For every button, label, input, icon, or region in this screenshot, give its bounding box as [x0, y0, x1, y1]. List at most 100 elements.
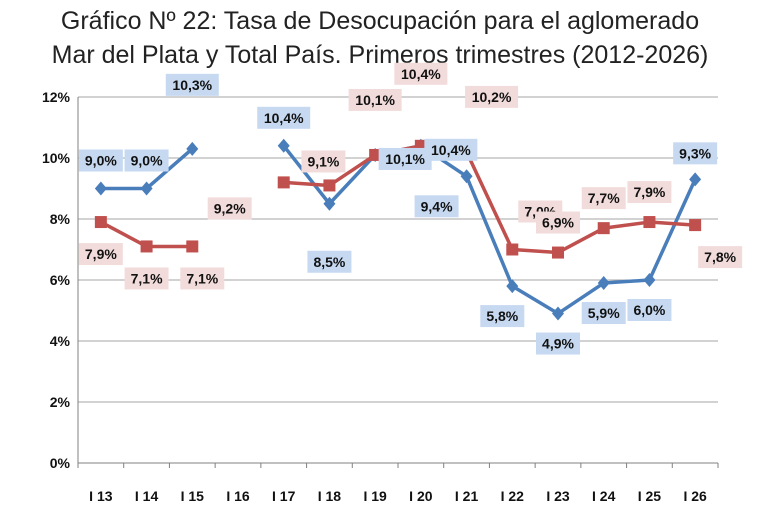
data-label: 10,4%: [264, 110, 304, 126]
data-label-bg: [78, 243, 123, 266]
data-label: 9,2%: [214, 200, 246, 216]
series-1-point: [689, 172, 702, 187]
series-2-point: [597, 222, 610, 235]
data-label-bg: [581, 187, 626, 210]
axes: 0% 2% 4% 6% 8% 10% 12% I 13 I 14 I 15 I 16 I 17 I 18…: [42, 89, 719, 504]
x-tick-label: I 18: [318, 488, 342, 504]
series-2-point: [552, 246, 564, 259]
data-label: 10,3%: [172, 77, 212, 93]
data-label: 10,2%: [472, 89, 512, 105]
series-1-point: [94, 181, 107, 196]
series-1-point: [460, 169, 473, 184]
data-label-bg: [536, 211, 580, 234]
x-tick-label: I 19: [363, 488, 387, 504]
data-label: 9,0%: [131, 153, 163, 169]
data-label: 6,9%: [542, 215, 574, 231]
data-label: 10,1%: [355, 92, 395, 108]
series-1-point: [643, 273, 656, 287]
series-1-point: [506, 279, 519, 294]
series-1-line: [282, 144, 697, 316]
data-label-bg: [480, 305, 525, 328]
series-2-point: [643, 216, 656, 229]
series-2-point: [277, 176, 290, 189]
data-label-bg: [698, 246, 743, 269]
series-2-point: [323, 179, 336, 192]
data-label: 7,1%: [131, 270, 163, 286]
data-label: 10,4%: [401, 66, 441, 82]
x-tick-label: I 20: [409, 488, 433, 504]
data-label: 7,8%: [704, 249, 736, 265]
data-label: 10,1%: [385, 151, 425, 167]
series-1-point: [552, 306, 564, 321]
data-label-bg: [627, 299, 672, 321]
data-label: 9,3%: [679, 145, 711, 161]
data-label-bg: [536, 332, 580, 355]
data-label: 9,1%: [307, 153, 339, 169]
series-1-point: [140, 181, 153, 196]
y-tick-label: 4%: [50, 333, 71, 349]
x-tick-label: I 16: [226, 488, 250, 504]
series-2-point: [506, 243, 519, 256]
data-label: 7,9%: [633, 184, 665, 200]
data-label-bg: [180, 267, 225, 290]
data-label: 6,0%: [633, 302, 665, 318]
x-tick-label: I 14: [135, 488, 159, 504]
series-2-point: [689, 219, 702, 232]
data-label: 7,7%: [588, 190, 620, 206]
chart-title: Gráfico Nº 22: Tasa de Desocupación para…: [0, 4, 760, 72]
data-label-bg: [124, 149, 169, 172]
x-tick-label: I 13: [89, 488, 113, 504]
x-tick-label: I 23: [546, 488, 570, 504]
series-layer: [94, 138, 702, 321]
series-1-point: [277, 138, 290, 153]
data-label-bg: [394, 62, 448, 85]
y-tick-label: 0%: [50, 455, 71, 471]
data-label-bg: [465, 85, 519, 108]
data-label-bg: [257, 106, 311, 129]
x-tick-label: I 26: [683, 488, 707, 504]
series-2-line: [283, 144, 696, 255]
x-tick-label: I 15: [181, 488, 205, 504]
data-label-bg: [301, 150, 346, 173]
y-tick-label: 2%: [50, 394, 71, 410]
data-label-bg: [307, 250, 352, 273]
data-label-bg: [581, 302, 626, 325]
series-2-point: [140, 240, 153, 253]
x-tick-label: I 17: [272, 488, 296, 504]
data-label: 5,8%: [486, 308, 518, 324]
series-1-point: [186, 141, 199, 156]
y-tick-label: 6%: [50, 272, 71, 288]
data-label-bg: [414, 195, 459, 218]
data-label: 7,1%: [186, 270, 218, 286]
y-tick-label: 12%: [42, 89, 71, 105]
data-label-bg: [207, 197, 252, 220]
data-label-bg: [348, 88, 402, 111]
data-label-bg: [673, 142, 718, 165]
data-label-bg: [627, 181, 672, 204]
data-label: 10,4%: [431, 142, 471, 158]
data-label: 8,5%: [313, 254, 345, 270]
data-label-bg: [78, 149, 123, 172]
x-tick-label: I 25: [638, 488, 662, 504]
data-label-bg: [165, 73, 219, 96]
chart-title-line-1: Gráfico Nº 22: Tasa de Desocupación para…: [60, 7, 700, 35]
series-2-point: [94, 216, 107, 229]
data-labels-layer: 9,0% 9,0% 10,3% 10,4% 8,5% 10,1% 10,4% 9,4% 5,8%…: [78, 62, 743, 355]
y-tick-label: 10%: [42, 150, 71, 166]
data-label: 9,4%: [421, 198, 453, 214]
data-label: 7,9%: [85, 246, 117, 262]
data-label: 9,0%: [85, 153, 117, 169]
x-tick-label: I 21: [455, 488, 479, 504]
x-tick-label: I 24: [592, 488, 616, 504]
y-tick-label: 8%: [50, 211, 71, 227]
x-tick-label: I 22: [501, 488, 525, 504]
series-1-point: [323, 196, 336, 211]
series-1-point: [597, 276, 610, 291]
chart-title-line-2: Mar del Plata y Total País. Primeros tri…: [51, 41, 709, 69]
data-label-bg: [424, 138, 478, 161]
series-2-point: [186, 240, 199, 253]
data-label-bg: [378, 147, 432, 170]
series-2-point: [369, 148, 382, 161]
data-label: 4,9%: [542, 336, 574, 352]
